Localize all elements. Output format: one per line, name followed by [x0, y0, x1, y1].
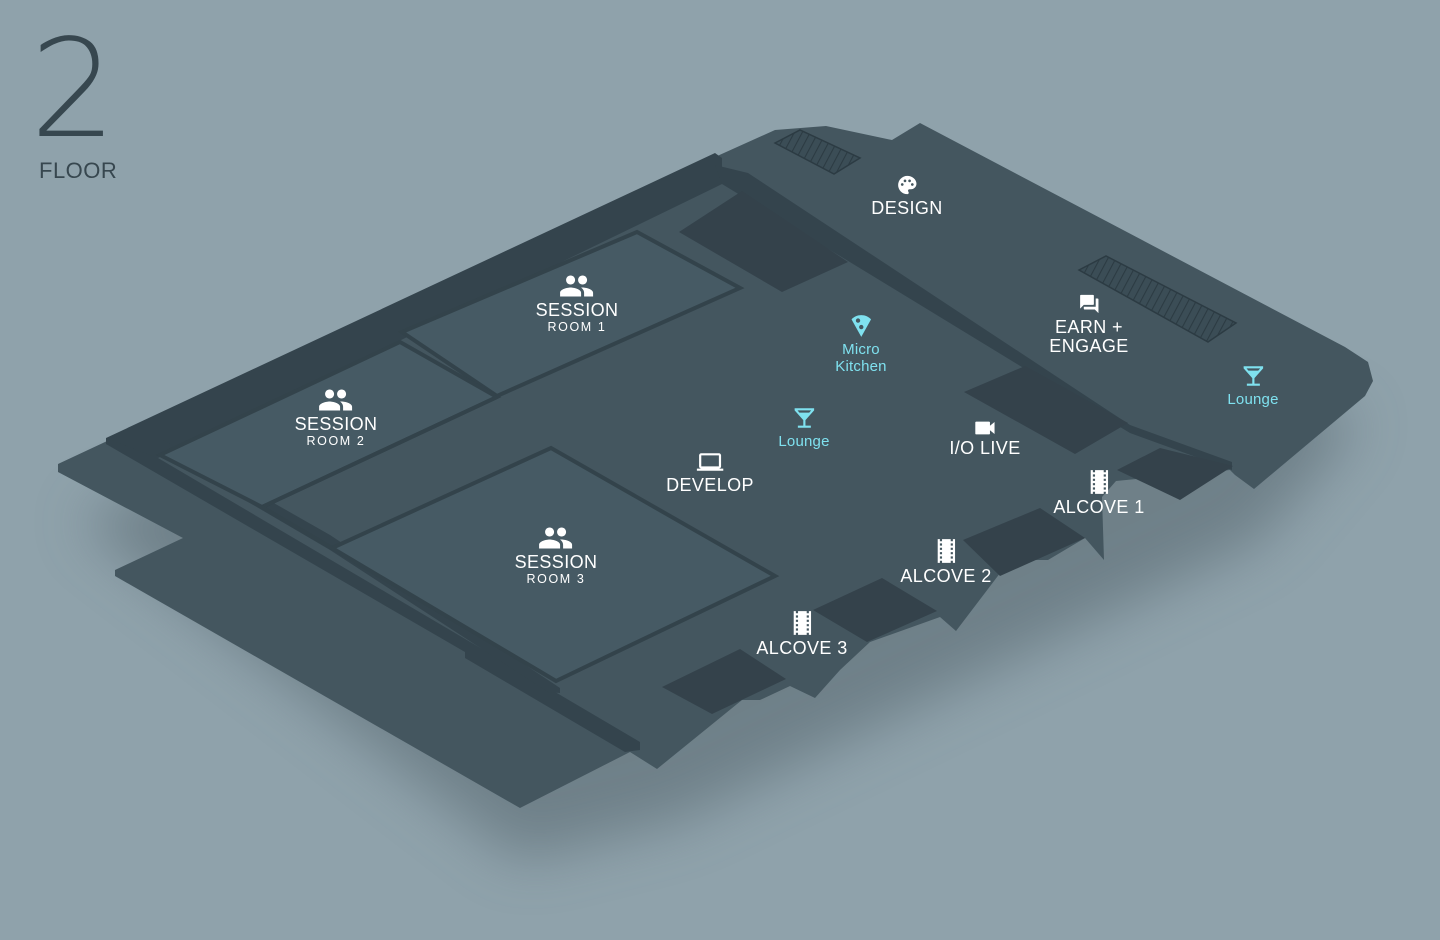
video-camera-icon [974, 421, 995, 435]
block-io-live [964, 366, 1128, 454]
session-room-3-label: SESSION [514, 552, 598, 572]
people-icon [319, 389, 353, 411]
earn-engage-line2: ENGAGE [1049, 336, 1129, 356]
micro-kitchen-line1: Micro [842, 341, 880, 358]
io-live-label: I/O LIVE [949, 438, 1021, 458]
session-room-3-floor [327, 445, 780, 684]
vent-right [1077, 255, 1238, 343]
poi-micro-kitchen[interactable]: Micro Kitchen [835, 313, 887, 375]
poi-lounge-right[interactable]: Lounge [1227, 363, 1278, 409]
develop-label: DEVELOP [666, 475, 754, 495]
lounge-center-label: Lounge [778, 433, 830, 450]
block-top [679, 191, 848, 292]
poi-alcove-1[interactable]: ALCOVE 1 [1053, 469, 1144, 517]
laptop-icon [696, 453, 724, 471]
lounge-right-label: Lounge [1227, 391, 1279, 408]
floor-slab [58, 123, 1373, 808]
corridor-divider [261, 395, 498, 509]
session-room-1-sub: ROOM 1 [547, 320, 607, 334]
corridor-divider-2 [260, 505, 334, 550]
poi-alcove-3[interactable]: ALCOVE 3 [756, 610, 847, 658]
palette-icon [897, 175, 917, 195]
block-alcove-1 [963, 508, 1085, 576]
session-room-1-floor [397, 229, 745, 399]
poi-session-room-3[interactable]: SESSION ROOM 3 [515, 526, 598, 586]
poi-develop[interactable]: DEVELOP [666, 451, 754, 495]
poi-design[interactable]: DESIGN [871, 174, 942, 218]
cocktail-icon [794, 408, 814, 428]
alcove-2-label: ALCOVE 2 [900, 566, 992, 586]
floor-number: 2 [30, 11, 117, 169]
floor-label: FLOOR [39, 158, 118, 183]
block-alcove-2 [813, 578, 937, 642]
poi-session-room-2[interactable]: SESSION ROOM 2 [295, 388, 378, 448]
inner-wall-right [715, 165, 1232, 470]
session-room-1-label: SESSION [535, 300, 619, 320]
vent-top [773, 129, 862, 175]
design-label: DESIGN [871, 198, 943, 218]
poi-io-live[interactable]: I/O LIVE [949, 420, 1020, 458]
film-icon [937, 539, 955, 563]
cocktail-icon [1243, 366, 1263, 386]
alcove-3-label: ALCOVE 3 [756, 638, 848, 658]
poi-lounge-center[interactable]: Lounge [778, 405, 829, 451]
poi-earn-engage[interactable]: EARN + ENGAGE [1049, 293, 1128, 356]
session-room-2-label: SESSION [294, 414, 378, 434]
poi-alcove-2[interactable]: ALCOVE 2 [900, 538, 991, 586]
block-right [1117, 448, 1233, 500]
people-icon [560, 275, 594, 297]
people-icon [539, 527, 573, 549]
film-icon [1090, 470, 1108, 494]
outer-wall-left [106, 153, 730, 458]
block-alcove-3 [662, 649, 786, 714]
pizza-icon [851, 315, 871, 337]
film-icon [793, 611, 811, 635]
alcove-1-label: ALCOVE 1 [1053, 497, 1145, 517]
micro-kitchen-line2: Kitchen [835, 357, 887, 375]
poi-session-room-1[interactable]: SESSION ROOM 1 [536, 274, 619, 334]
session-room-3-sub: ROOM 3 [526, 572, 586, 586]
session-room-2-sub: ROOM 2 [306, 434, 366, 448]
forum-icon [1079, 294, 1099, 314]
outer-wall-bottom [106, 438, 640, 752]
earn-engage-line1: EARN + [1055, 317, 1123, 337]
